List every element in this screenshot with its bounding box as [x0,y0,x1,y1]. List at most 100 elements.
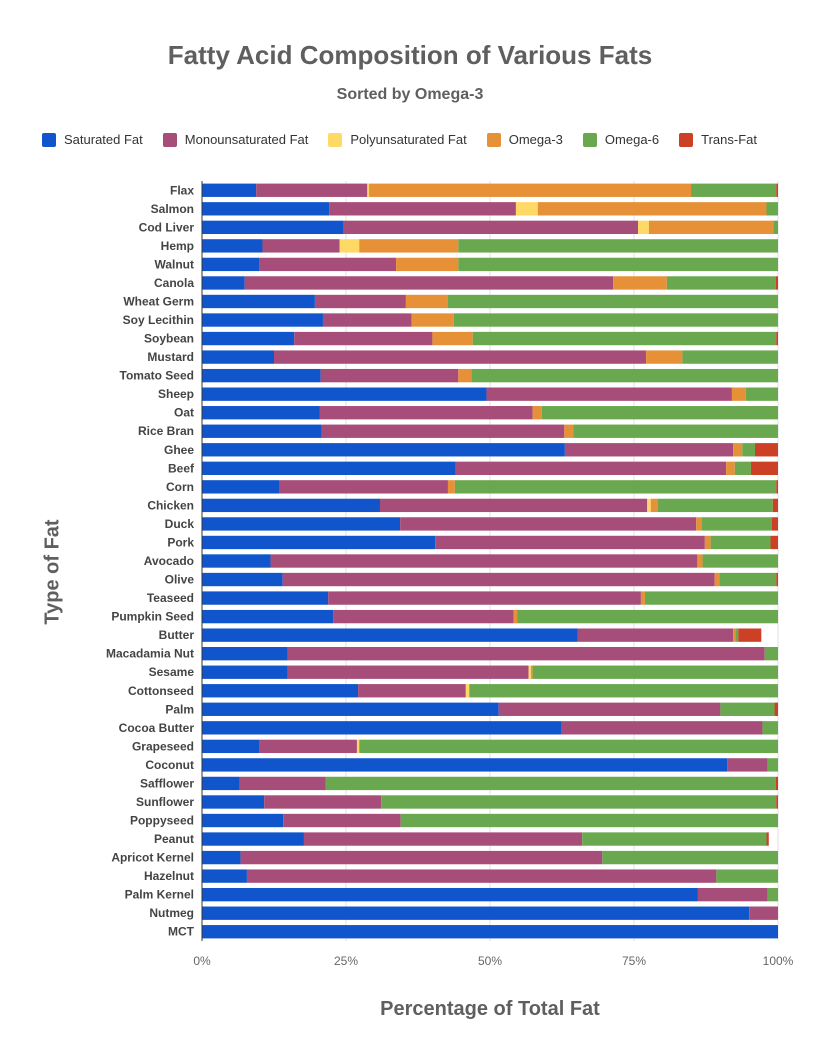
y-tick-label: Peanut [154,832,194,846]
bar-segment [775,776,778,791]
bar-segment [602,850,778,865]
bar-segment [282,572,715,587]
legend-item: Omega-6 [582,132,659,147]
bar-segment [432,331,473,346]
bar-segment [202,276,245,290]
y-tick-label: Cottonseed [128,684,194,698]
bar-segment [328,591,641,605]
bar-segment [369,183,692,197]
legend-swatch [679,132,694,147]
bar-segment [771,517,778,531]
bar-segment [738,628,762,642]
bar-segment [202,368,321,383]
bar-segment [202,684,359,698]
bar-segment [582,832,767,846]
y-tick-label: Salmon [151,202,194,216]
bar-segment [764,647,778,661]
y-tick-label: Apricot Kernel [111,851,194,865]
bar-segment [356,739,360,754]
legend-label: Omega-3 [508,132,563,147]
bar-segment [646,350,683,364]
bar-segment [202,517,401,531]
bar-segment [202,350,274,364]
bar-segment [202,609,334,624]
bar-segment [244,276,614,290]
bar-segment [455,461,727,475]
bar-segment [745,387,778,401]
bar-segment [405,294,448,309]
y-tick-label: Coconut [145,758,194,772]
chart-title: Fatty Acid Composition of Various Fats [167,40,653,70]
bar-segment [321,424,565,438]
chart-legend: Saturated Fat Monounsaturated Fat Polyunsa… [42,132,757,147]
bar-segment [750,461,778,475]
bar-segment [532,406,542,420]
bar-segment [498,702,721,716]
bar-segment [411,313,454,327]
bar-segment [454,480,777,494]
y-tick-label: Flax [170,183,194,197]
bar-segment [638,220,649,235]
bar-segment [239,776,326,791]
bar-segment [202,591,329,605]
y-tick-label: Sheep [158,387,194,401]
bar-segment [696,517,702,531]
bar-segment [726,461,735,475]
y-tick-label: Nutmeg [149,906,194,920]
bar-segment [564,424,574,438]
bar-segment [202,628,578,642]
bar-segment [749,906,778,920]
bar-segment [202,554,271,568]
bar-segment [396,257,459,272]
bar-segment [202,887,698,902]
bar-segment [767,758,778,772]
bar-segment [691,183,777,197]
bar-segment [773,220,778,235]
bar-segment [776,795,778,809]
bar-segment [657,498,773,513]
bar-segment [400,517,697,531]
y-tick-label: Mustard [147,350,194,364]
y-tick-label: Chicken [147,498,194,512]
bar-segment [517,609,778,624]
bar-segment [704,535,711,550]
bar-segment [259,257,397,272]
bar-segment [262,239,340,253]
bar-segment [202,702,499,716]
bar-segment [776,572,778,587]
bar-segment [720,702,775,716]
bar-segment [754,443,778,457]
bar-segment [274,350,647,364]
bar-segment [735,628,739,642]
bar-segment [469,684,778,698]
bar-segment [528,665,531,679]
bar-segment [320,368,459,383]
bar-segment [541,406,778,420]
bar-segment [343,220,639,235]
bar-segment [202,424,322,438]
x-tick-label: 75% [622,954,646,968]
bar-segment [240,850,603,865]
legend-swatch [582,132,597,147]
y-tick-label: Pork [167,535,194,549]
bar-segment [339,239,360,253]
bar-segment [666,276,776,290]
bar-segment [650,498,658,513]
bar-segment [287,665,529,679]
legend-item: Saturated Fat [42,132,143,147]
y-tick-label: Soybean [144,332,194,346]
bar-segment [472,331,777,346]
bar-segment [202,721,562,735]
bar-segment [776,331,778,346]
bar-segment [294,331,433,346]
bar-segment [772,498,778,513]
y-tick-label: Beef [168,461,195,475]
bar-segment [325,776,776,791]
legend-label: Monounsaturated Fat [184,132,309,147]
bar-segment [381,795,777,809]
bar-segment [400,813,778,828]
bar-segment [202,647,288,661]
y-tick-label: Poppyseed [130,814,194,828]
legend-label: Saturated Fat [64,132,143,147]
